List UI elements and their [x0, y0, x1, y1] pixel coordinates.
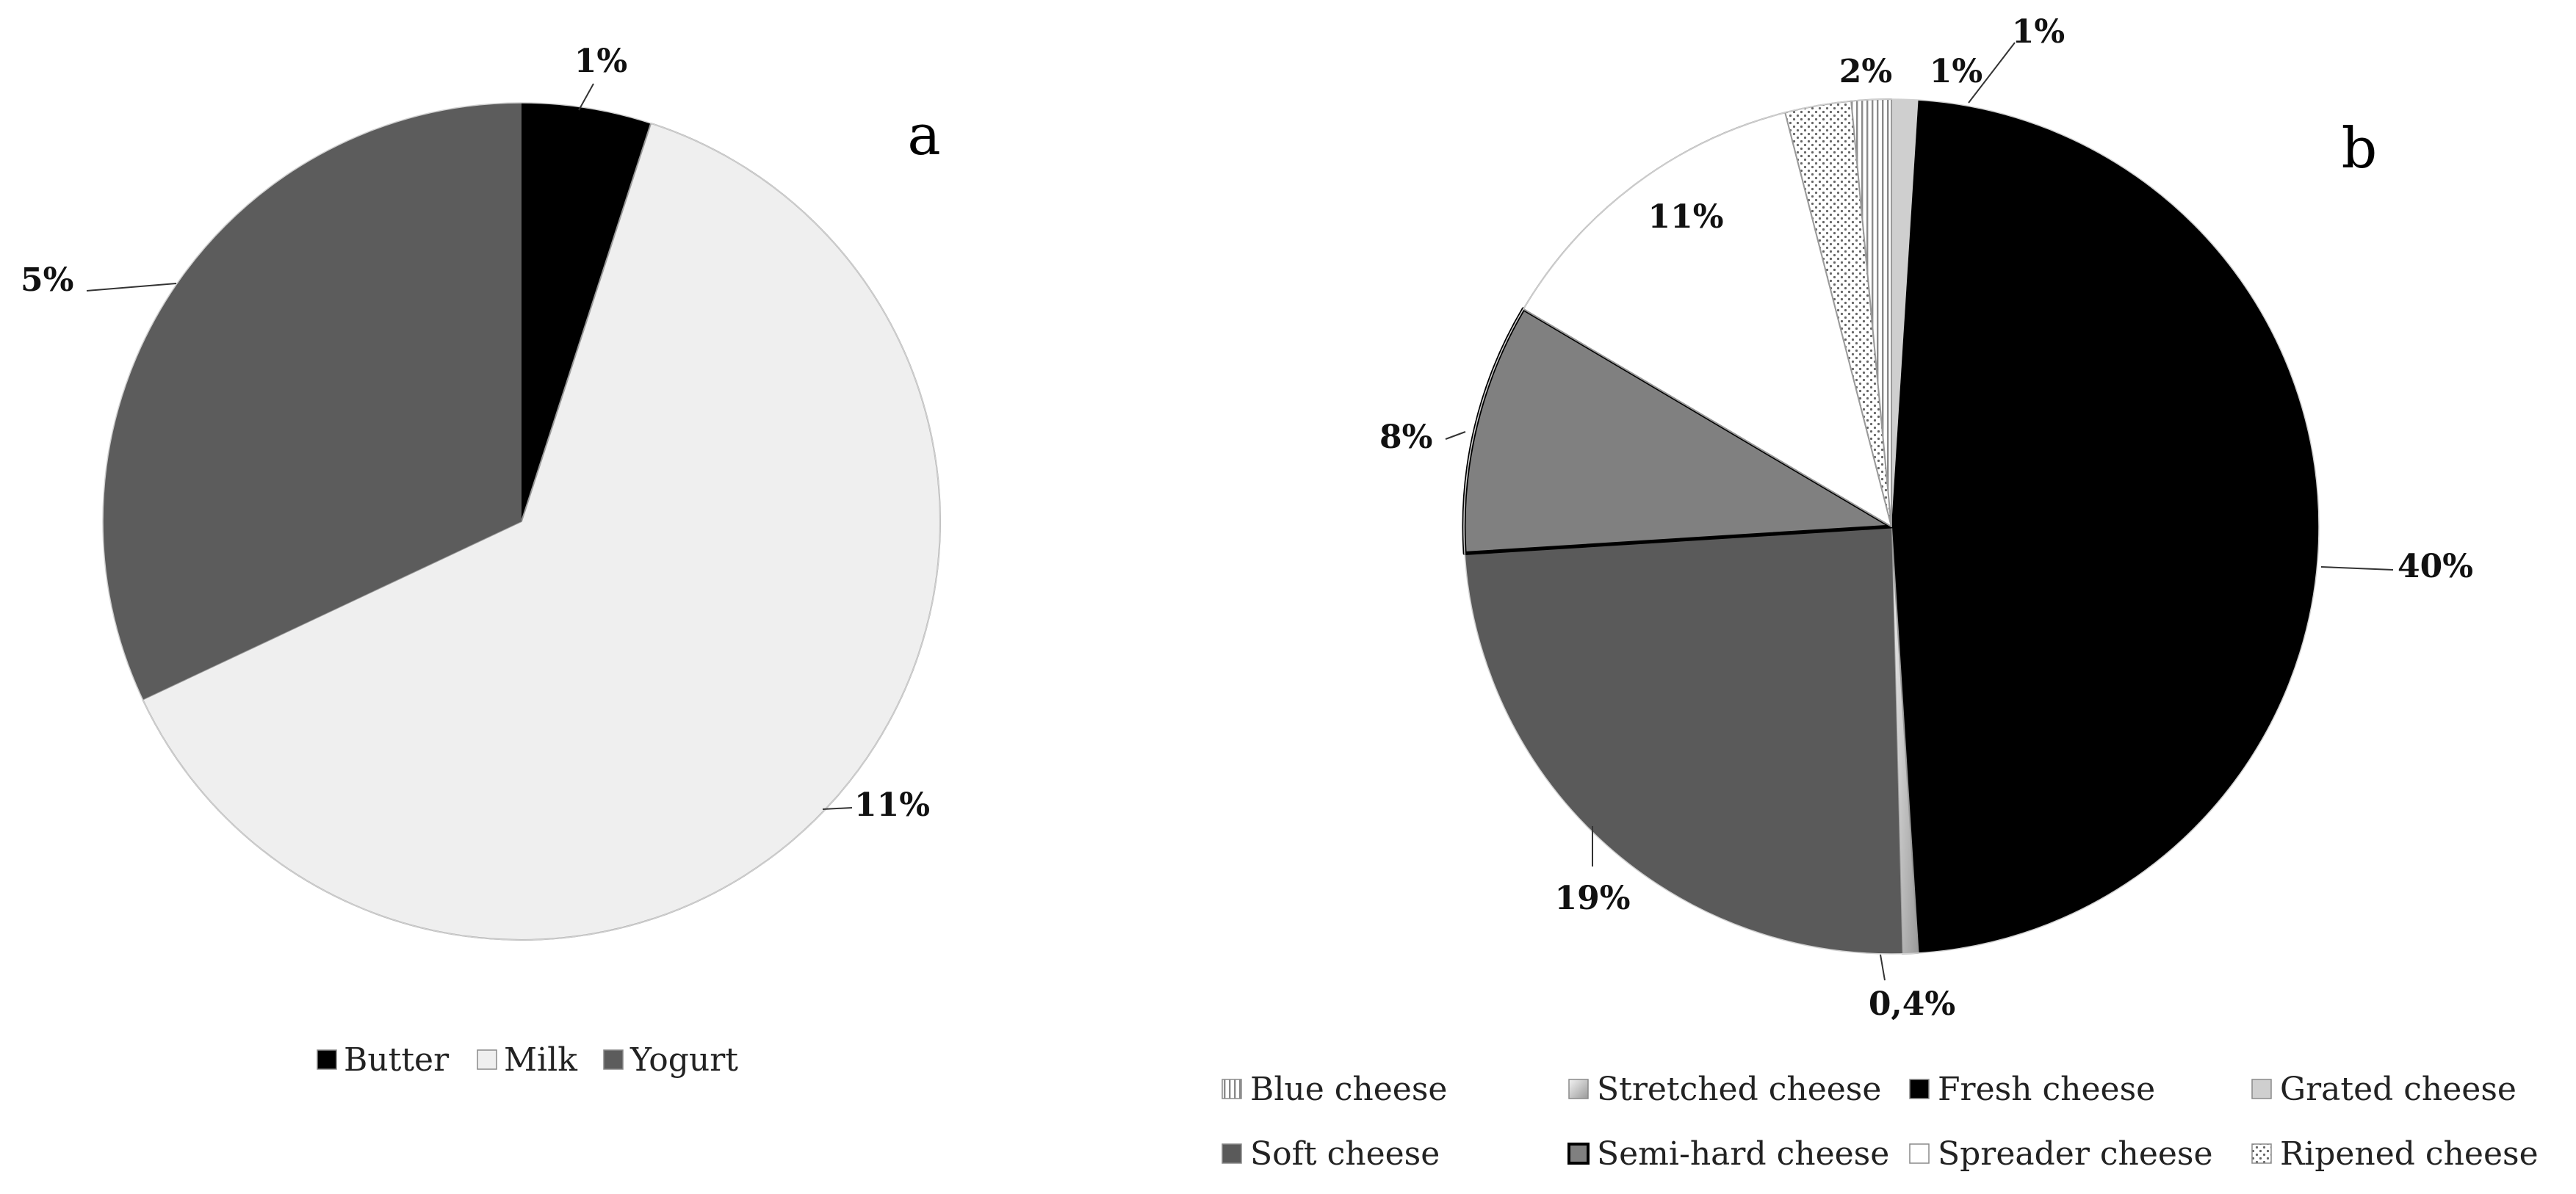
data-label-fresh-cheese: 40%	[2398, 548, 2473, 585]
legend-swatch-stretched-cheese	[1568, 1079, 1589, 1099]
legend-label-semi-hard-cheese: Semi-hard cheese	[1597, 1135, 1889, 1173]
pie-slice-soft-cheese	[1465, 527, 1902, 955]
legend-label-grated-cheese: Grated cheese	[2280, 1071, 2517, 1108]
legend-label-ripened-cheese: Ripened cheese	[2280, 1135, 2539, 1173]
panel-label: a	[907, 102, 940, 167]
legend-swatch-ripened-cheese	[2251, 1143, 2272, 1164]
legend-label-blue-cheese: Blue cheese	[1250, 1071, 1447, 1108]
pie-slice-fresh-cheese	[1891, 100, 2319, 953]
legend-swatch-soft-cheese	[1222, 1143, 1242, 1164]
pie-slice-grated-cheese	[1891, 99, 1919, 527]
legend-label-yogurt: Yogurt	[629, 1041, 738, 1079]
legend-label-butter: Butter	[344, 1041, 450, 1079]
legend-swatch-fresh-cheese	[1909, 1079, 1930, 1099]
leader-line-semi-hard-cheese	[1445, 431, 1466, 440]
legend-swatch-blue-cheese	[1222, 1079, 1242, 1099]
pie-chart-b: 1% 40% 0,4% 19% 8% 11% 2% 1% b Blue cheese Stretch…	[1222, 13, 2539, 1173]
legend-swatch-butter	[317, 1049, 337, 1070]
data-label-semi-hard-cheese: 8%	[1379, 419, 1432, 456]
data-label-yogurt: 5%	[21, 261, 73, 299]
pie-slice-yogurt	[103, 103, 522, 700]
legend-swatch-yogurt	[603, 1049, 624, 1070]
data-label-spreader-cheese: 11%	[1648, 198, 1723, 236]
leader-line-grated-cheese	[1968, 42, 2016, 104]
leader-line-fresh-cheese	[2320, 566, 2394, 571]
leader-line-yogurt	[86, 283, 177, 292]
leader-line-butter	[578, 83, 594, 111]
legend-swatch-grated-cheese	[2251, 1079, 2272, 1099]
data-label-butter: 1%	[574, 43, 627, 80]
data-label-milk: 11%	[854, 786, 930, 824]
legend-label-soft-cheese: Soft cheese	[1250, 1135, 1440, 1173]
pie-outline	[102, 102, 941, 941]
leader-line-stretched-cheese	[1880, 954, 1886, 981]
legend-label-fresh-cheese: Fresh cheese	[1938, 1071, 2155, 1108]
legend-label-spreader-cheese: Spreader cheese	[1938, 1135, 2213, 1173]
data-label-blue-cheese: 1%	[1930, 53, 1982, 90]
pie-slice-butter	[522, 103, 652, 521]
data-label-grated-cheese: 1%	[2012, 13, 2065, 51]
legend-swatch-semi-hard-cheese	[1567, 1143, 1590, 1165]
legend-swatch-milk	[477, 1049, 497, 1070]
panel-label: b	[2342, 115, 2378, 181]
data-label-stretched-cheese: 0,4%	[1869, 985, 1955, 1023]
pie-chart-a: 1% 11% 5% a Butter Milk Yogurt	[21, 43, 941, 1079]
legend-swatch-spreader-cheese	[1909, 1143, 1930, 1164]
leader-line-milk	[822, 807, 853, 810]
pie-outline	[1463, 98, 2320, 955]
data-label-soft-cheese: 19%	[1554, 880, 1630, 917]
legend-label-stretched-cheese: Stretched cheese	[1597, 1071, 1881, 1108]
data-label-ripened-cheese: 2%	[1839, 53, 1892, 90]
legend-label-milk: Milk	[504, 1041, 577, 1079]
